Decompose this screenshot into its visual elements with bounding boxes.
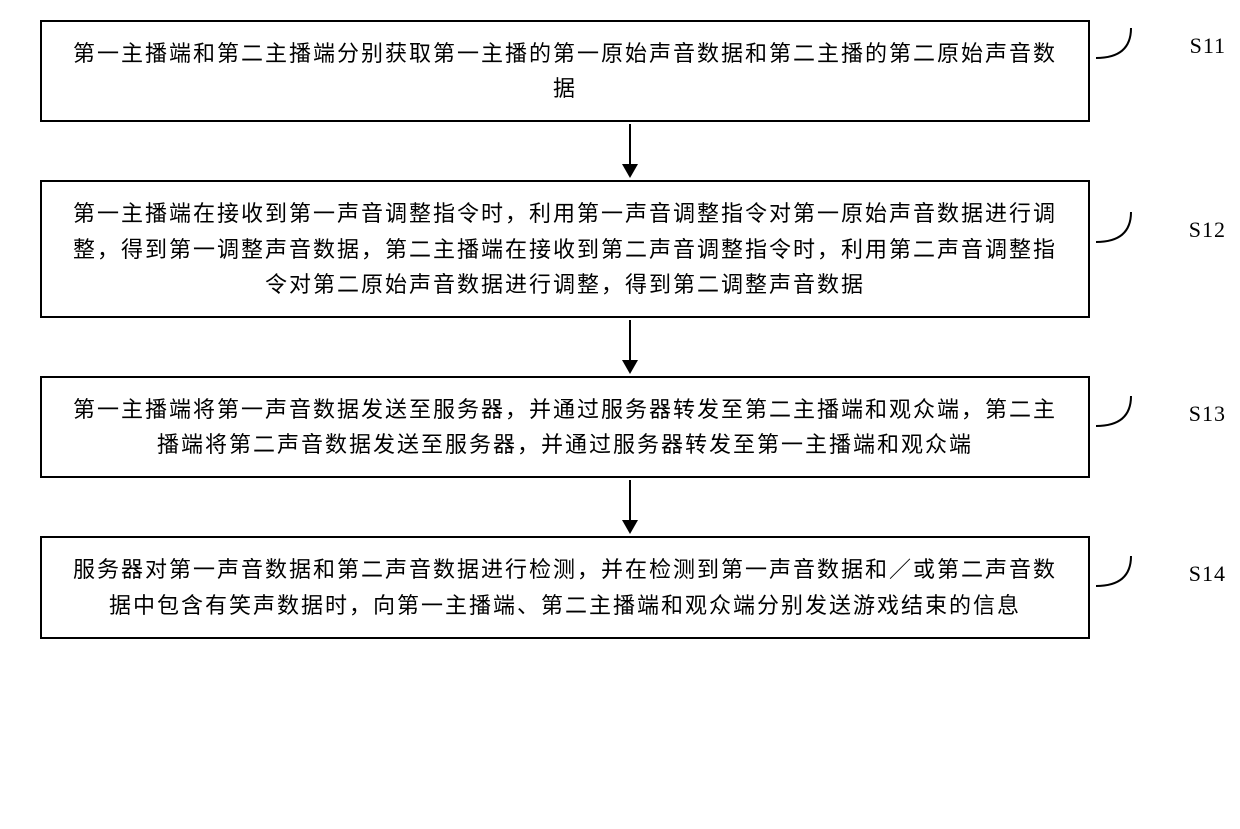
arrow-head-icon: [622, 164, 638, 178]
curve-icon: [1096, 556, 1166, 636]
curve-icon: [1096, 212, 1166, 292]
step-text: 第一主播端将第一声音数据发送至服务器，并通过服务器转发至第二主播端和观众端，第二…: [66, 392, 1064, 462]
arrow-connector: [105, 318, 1155, 376]
step-text: 第一主播端和第二主播端分别获取第一主播的第一原始声音数据和第二主播的第二原始声音…: [66, 36, 1064, 106]
step-box-2: 第一主播端在接收到第一声音调整指令时，利用第一声音调整指令对第一原始声音数据进行…: [40, 180, 1090, 318]
step-text: 服务器对第一声音数据和第二声音数据进行检测，并在检测到第一声音数据和／或第二声音…: [66, 552, 1064, 622]
flowchart-container: 第一主播端和第二主播端分别获取第一主播的第一原始声音数据和第二主播的第二原始声音…: [40, 20, 1220, 639]
arrow-line-icon: [629, 320, 631, 360]
curve-icon: [1096, 28, 1166, 108]
arrow-line-icon: [629, 480, 631, 520]
step-box-4: 服务器对第一声音数据和第二声音数据进行检测，并在检测到第一声音数据和／或第二声音…: [40, 536, 1090, 638]
step-row: 第一主播端在接收到第一声音调整指令时，利用第一声音调整指令对第一原始声音数据进行…: [40, 180, 1220, 318]
step-label: S11: [1190, 28, 1226, 63]
step-box-3: 第一主播端将第一声音数据发送至服务器，并通过服务器转发至第二主播端和观众端，第二…: [40, 376, 1090, 478]
step-label: S12: [1189, 212, 1226, 247]
curve-icon: [1096, 396, 1166, 476]
arrow-line-icon: [629, 124, 631, 164]
arrow-connector: [105, 478, 1155, 536]
arrow-head-icon: [622, 360, 638, 374]
step-box-1: 第一主播端和第二主播端分别获取第一主播的第一原始声音数据和第二主播的第二原始声音…: [40, 20, 1090, 122]
step-row: 第一主播端和第二主播端分别获取第一主播的第一原始声音数据和第二主播的第二原始声音…: [40, 20, 1220, 122]
step-row: 服务器对第一声音数据和第二声音数据进行检测，并在检测到第一声音数据和／或第二声音…: [40, 536, 1220, 638]
step-label: S13: [1189, 396, 1226, 431]
step-label: S14: [1189, 556, 1226, 591]
step-row: 第一主播端将第一声音数据发送至服务器，并通过服务器转发至第二主播端和观众端，第二…: [40, 376, 1220, 478]
step-text: 第一主播端在接收到第一声音调整指令时，利用第一声音调整指令对第一原始声音数据进行…: [66, 196, 1064, 302]
arrow-head-icon: [622, 520, 638, 534]
arrow-connector: [105, 122, 1155, 180]
